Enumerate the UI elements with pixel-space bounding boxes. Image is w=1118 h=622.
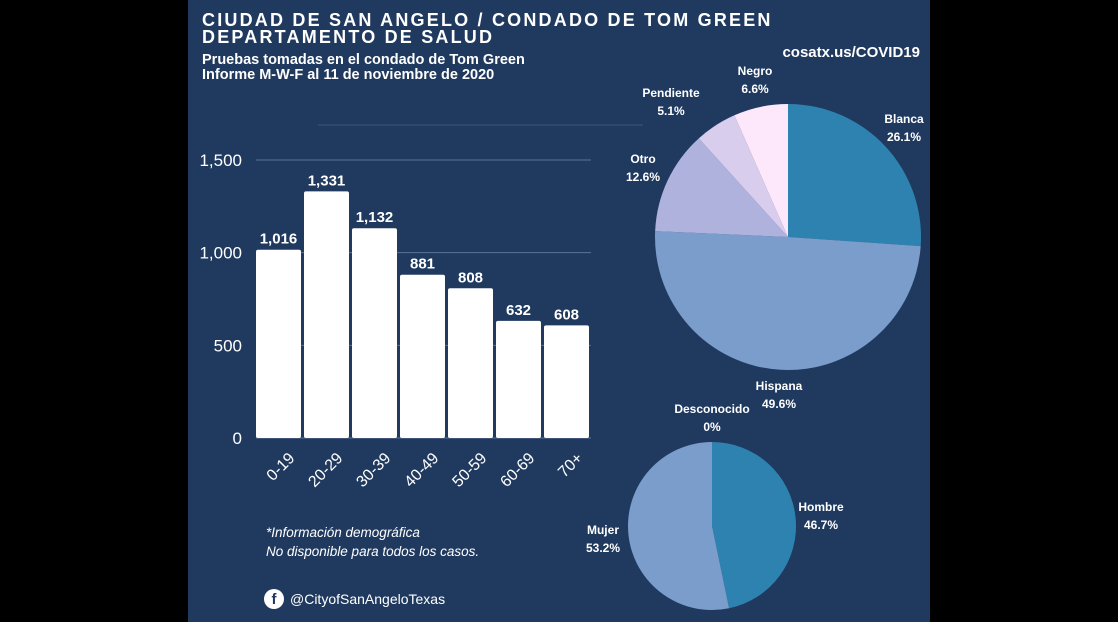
x-tick-label: 40-49 [401, 450, 442, 491]
x-tick-label: 0-19 [264, 450, 299, 485]
bar-value-label: 1,016 [260, 231, 298, 248]
race-pie-chart: Blanca 26.1% Hispana 49.6% Otro 12.6% Pendient… [626, 64, 924, 411]
slice-label: Blanca [884, 112, 924, 126]
slice-label: Desconocido [674, 402, 749, 416]
slice-value-label: 6.6% [741, 82, 769, 96]
slice-label: Hombre [798, 500, 844, 514]
x-tick-label: 50-59 [449, 450, 490, 491]
pie-slice-hombre [712, 442, 796, 609]
bar-value-label: 608 [554, 306, 579, 323]
bar-value-label: 1,331 [308, 172, 346, 189]
slice-label: Otro [630, 152, 655, 166]
slice-value-label: 5.1% [657, 104, 685, 118]
x-tick-label: 60-69 [497, 450, 538, 491]
social-link[interactable]: f @CityofSanAngeloTexas [264, 588, 445, 610]
facebook-icon: f [264, 589, 284, 609]
subtitle-line2: Informe M-W-F al 11 de noviembre de 2020 [202, 67, 495, 83]
slice-label: Mujer [587, 523, 619, 537]
slice-value-label: 49.6% [762, 397, 796, 411]
social-handle: @CityofSanAngeloTexas [290, 591, 446, 607]
slice-value-label: 0% [703, 420, 721, 434]
slice-label: Hispana [756, 379, 803, 393]
slice-value-label: 53.2% [586, 541, 620, 555]
y-tick-label: 1,000 [199, 244, 242, 263]
bar-value-label: 1,132 [356, 209, 394, 226]
pie-slice-mujer [628, 442, 730, 610]
note-line2: No disponible para todos los casos. [266, 544, 480, 559]
page-title-line1: CIUDAD DE SAN ANGELO / CONDADO DE TOM GR… [202, 10, 773, 30]
age-bar-chart: 0 500 1,000 1,500 1,016 0-19 1,331 20-29 1,132 30… [199, 124, 643, 491]
bar-20-29 [304, 191, 349, 438]
slice-label: Pendiente [642, 86, 700, 100]
pie-slice-negro [734, 104, 788, 237]
pie-slice-otro [655, 138, 788, 237]
slice-label: Negro [738, 64, 773, 78]
note-line1: *Información demográfica [266, 525, 420, 540]
bar-50-59 [448, 288, 493, 438]
pie-slice-blanca [788, 104, 921, 247]
x-tick-label: 70+ [555, 450, 586, 481]
bar-value-label: 632 [506, 302, 531, 319]
bar-40-49 [400, 274, 445, 438]
bar-value-label: 881 [410, 256, 435, 273]
bar-30-39 [352, 228, 397, 438]
x-tick-label: 20-29 [305, 450, 346, 491]
sex-pie-chart: Hombre 46.7% Mujer 53.2% Desconocido 0% [586, 402, 844, 610]
bar-value-label: 808 [458, 269, 483, 286]
bar-60-69 [496, 320, 541, 438]
bar-70+ [544, 325, 589, 438]
pie-slice-hispana [655, 231, 921, 370]
website-link[interactable]: cosatx.us/COVID19 [782, 44, 920, 61]
slice-value-label: 46.7% [804, 518, 838, 532]
x-tick-label: 30-39 [353, 450, 394, 491]
demographic-note: *Información demográfica No disponible p… [266, 523, 479, 561]
slice-value-label: 12.6% [626, 170, 660, 184]
subtitle-line1: Pruebas tomadas en el condado de Tom Gre… [202, 52, 525, 68]
slice-value-label: 26.1% [887, 130, 921, 144]
infographic-panel: CIUDAD DE SAN ANGELO / CONDADO DE TOM GR… [188, 0, 930, 622]
charts-canvas: 0 500 1,000 1,500 1,016 0-19 1,331 20-29 1,132 30… [199, 64, 924, 610]
page-title-line2: DEPARTAMENTO DE SALUD [202, 27, 495, 47]
pie-slice-pendiente [698, 115, 788, 237]
y-tick-label: 500 [214, 336, 242, 355]
y-tick-label: 0 [233, 429, 242, 448]
bar-0-19 [256, 249, 301, 438]
y-tick-label: 1,500 [199, 151, 242, 170]
